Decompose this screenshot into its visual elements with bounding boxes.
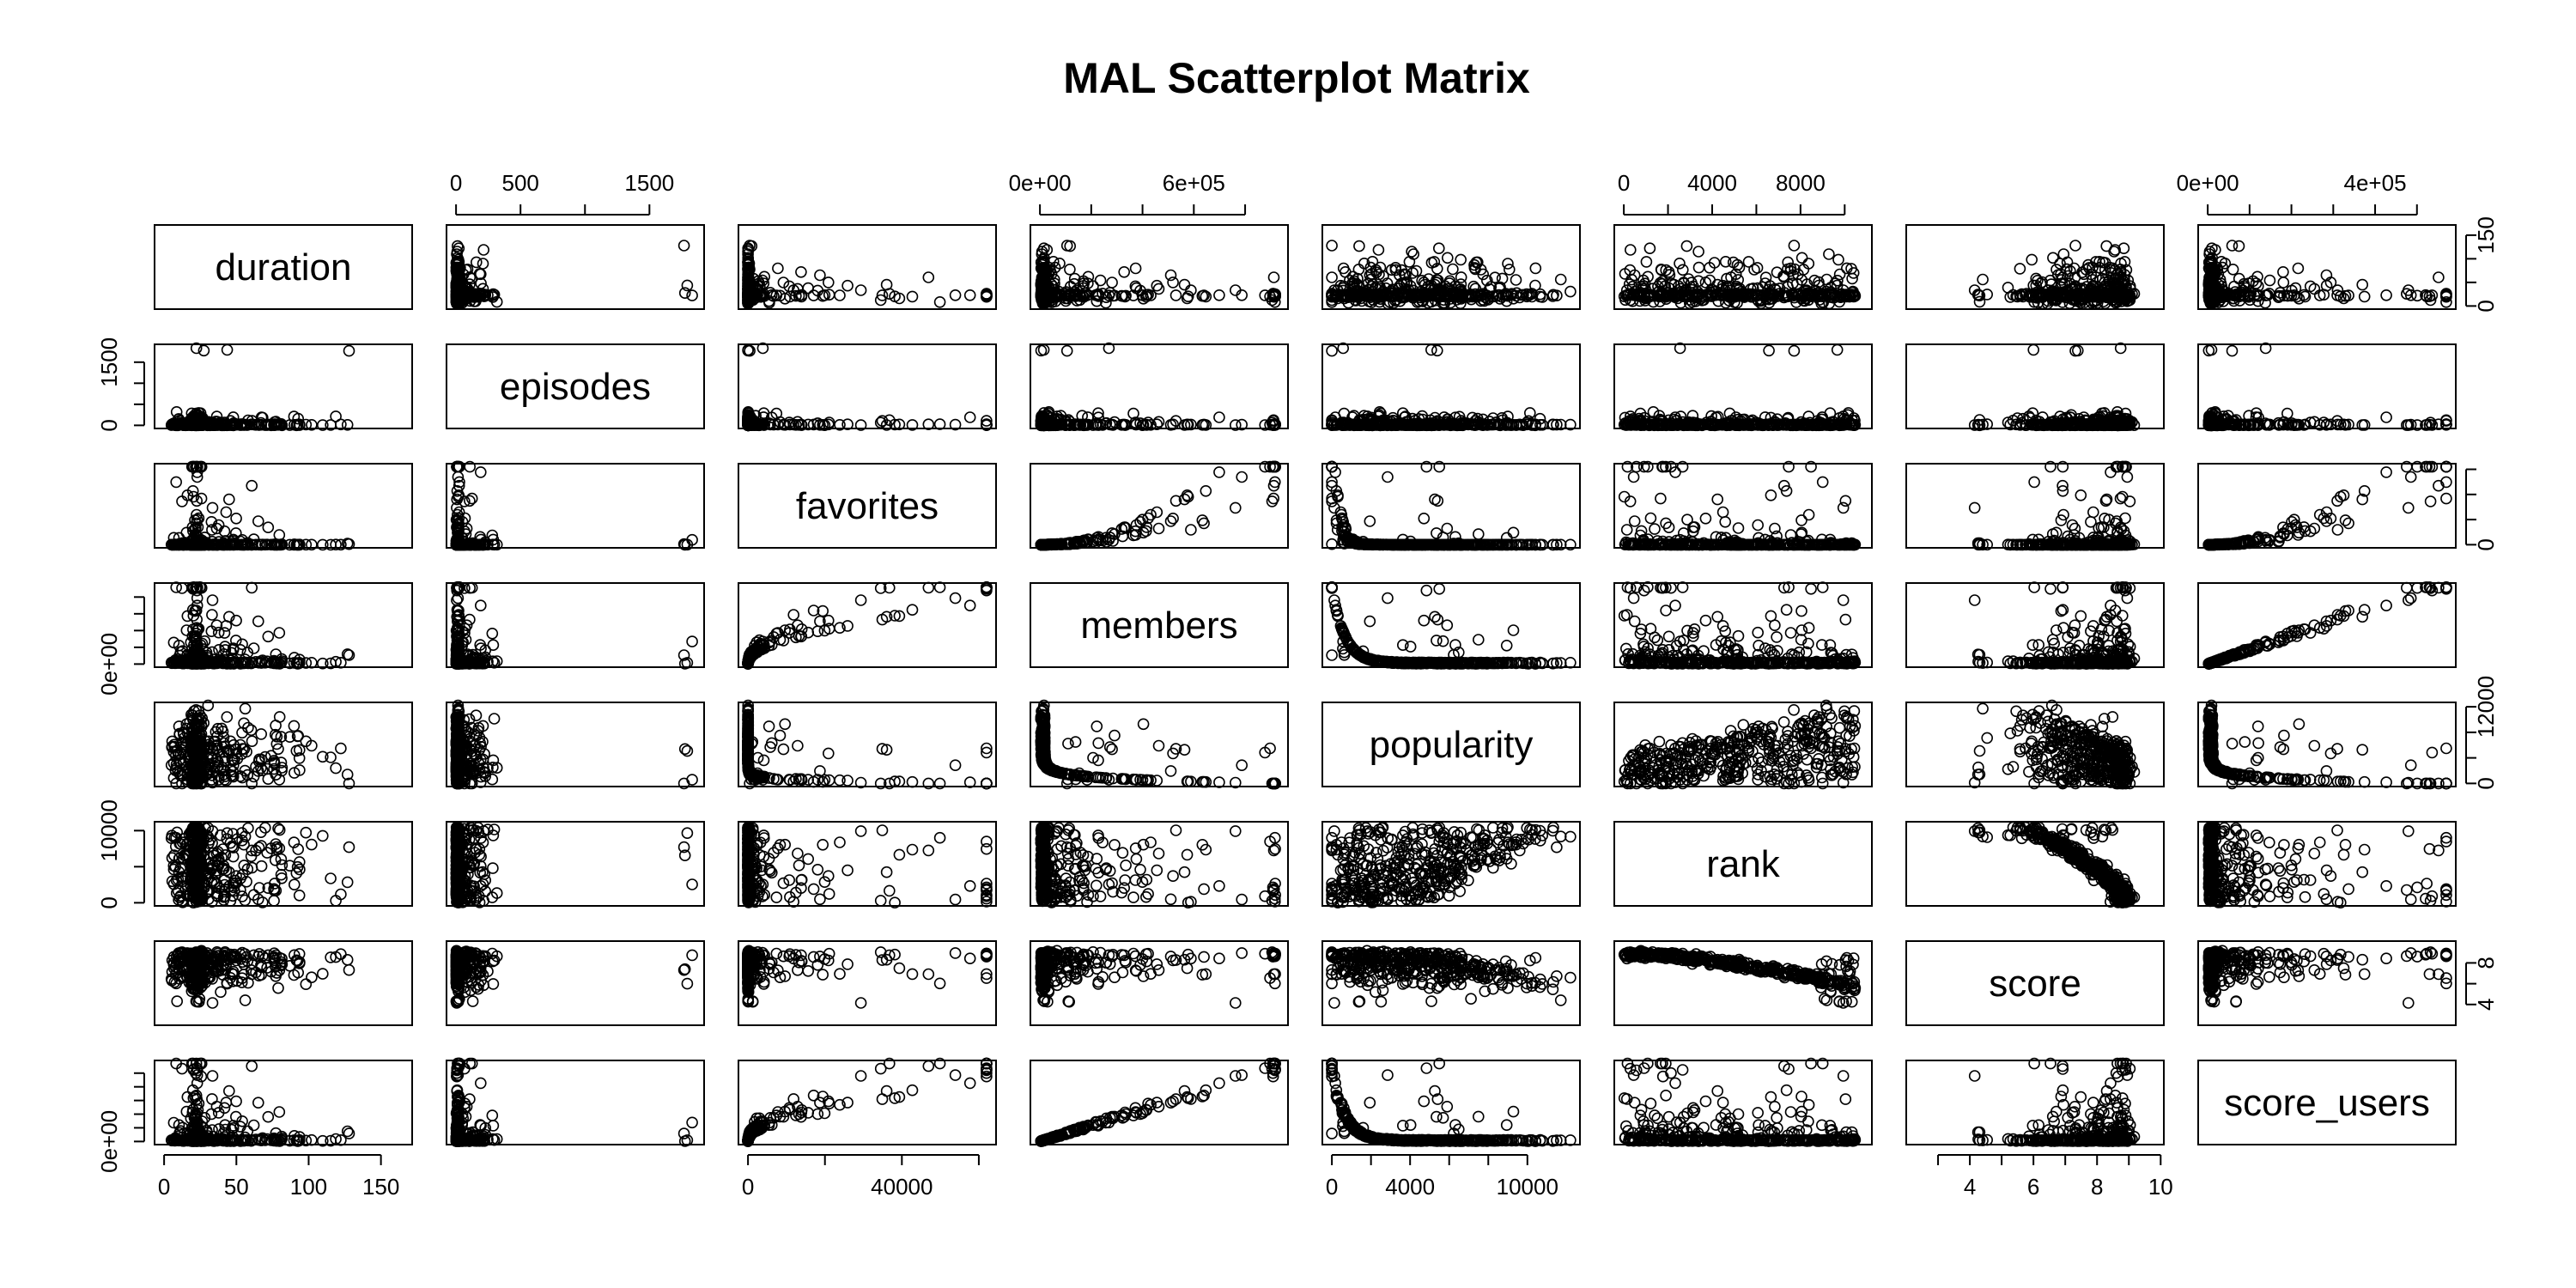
data-point — [796, 267, 806, 277]
data-point — [2070, 240, 2081, 251]
data-point — [1761, 272, 1771, 283]
data-point — [2278, 267, 2288, 277]
panel-grid: durationepisodesfavoritesmemberspopulari… — [155, 225, 2456, 1146]
data-point — [2360, 291, 2370, 301]
data-point — [1744, 257, 1754, 267]
data-point — [2048, 252, 2058, 263]
data-point — [1151, 281, 1162, 291]
data-point — [1131, 264, 1141, 274]
data-point — [1674, 258, 1685, 269]
data-point — [478, 258, 489, 269]
panel-duration-vs-members — [1030, 225, 1288, 309]
data-point — [1327, 240, 1337, 251]
data-point — [773, 264, 783, 274]
data-point — [1166, 270, 1176, 281]
data-point — [1833, 254, 1844, 264]
data-point — [2014, 264, 2025, 274]
data-point — [2433, 272, 2444, 283]
data-point — [679, 240, 690, 251]
data-point — [2381, 290, 2391, 301]
data-point — [1511, 275, 1522, 285]
data-point — [1443, 252, 1453, 263]
data-point — [1789, 240, 1799, 251]
data-point — [1432, 264, 1443, 274]
data-point — [2278, 277, 2288, 288]
data-point — [1448, 264, 1458, 275]
data-point — [2055, 258, 2065, 269]
chart-title: MAL Scatterplot Matrix — [1063, 54, 1530, 102]
data-point — [1434, 243, 1444, 253]
data-point — [1565, 287, 1576, 297]
data-point — [935, 297, 945, 307]
data-point — [835, 290, 845, 301]
variable-label-duration: duration — [215, 246, 351, 289]
data-point — [1171, 290, 1182, 301]
data-point — [1373, 245, 1383, 255]
data-point — [778, 277, 788, 288]
data-point — [1107, 277, 1117, 288]
panel-duration-vs-score — [1906, 225, 2164, 309]
data-point — [842, 281, 853, 291]
data-point — [882, 280, 892, 290]
data-point — [2227, 240, 2238, 251]
data-point — [1530, 263, 1540, 273]
data-point — [2003, 283, 2014, 293]
data-point — [1693, 246, 1704, 257]
data-point — [951, 290, 961, 301]
panel-duration-vs-duration: duration — [155, 225, 412, 309]
data-point — [823, 277, 834, 288]
data-point — [1678, 264, 1688, 275]
data-point — [1694, 263, 1704, 273]
data-point — [478, 245, 489, 255]
panel-duration-vs-favorites — [738, 225, 996, 309]
data-point — [965, 290, 975, 301]
data-point — [1681, 241, 1692, 252]
data-point — [1168, 277, 1178, 288]
data-point — [1797, 252, 1807, 263]
data-point — [2357, 280, 2367, 290]
data-point — [1096, 276, 1106, 286]
data-point — [1065, 264, 1075, 275]
data-point — [1180, 280, 1190, 290]
panel-duration-vs-popularity — [1322, 225, 1580, 309]
data-point — [1406, 246, 1417, 257]
panel-duration-vs-score_users — [2198, 225, 2456, 309]
panel-duration-vs-episodes — [447, 225, 704, 309]
data-point — [1354, 241, 1364, 252]
data-point — [687, 290, 697, 301]
data-point — [1214, 290, 1224, 301]
data-point — [923, 272, 933, 283]
data-point — [1556, 275, 1566, 285]
data-point — [1641, 257, 1651, 267]
data-point — [1269, 272, 1279, 283]
data-point — [2293, 264, 2303, 274]
data-point — [1119, 267, 1129, 277]
data-point — [1412, 266, 1422, 276]
data-point — [2264, 276, 2275, 286]
data-point — [1644, 243, 1655, 253]
data-point — [1455, 254, 1466, 264]
data-point — [1978, 275, 1988, 285]
data-point — [1824, 249, 1834, 259]
data-point — [1327, 272, 1337, 283]
data-point — [1625, 245, 1636, 255]
data-point — [815, 270, 825, 281]
data-point — [856, 285, 866, 295]
panel-episodes-vs-duration — [155, 343, 412, 431]
data-point — [803, 283, 813, 294]
data-point — [1503, 258, 1513, 269]
data-point — [2026, 254, 2037, 264]
panel-duration-vs-rank — [1614, 225, 1872, 309]
data-point — [908, 291, 918, 301]
